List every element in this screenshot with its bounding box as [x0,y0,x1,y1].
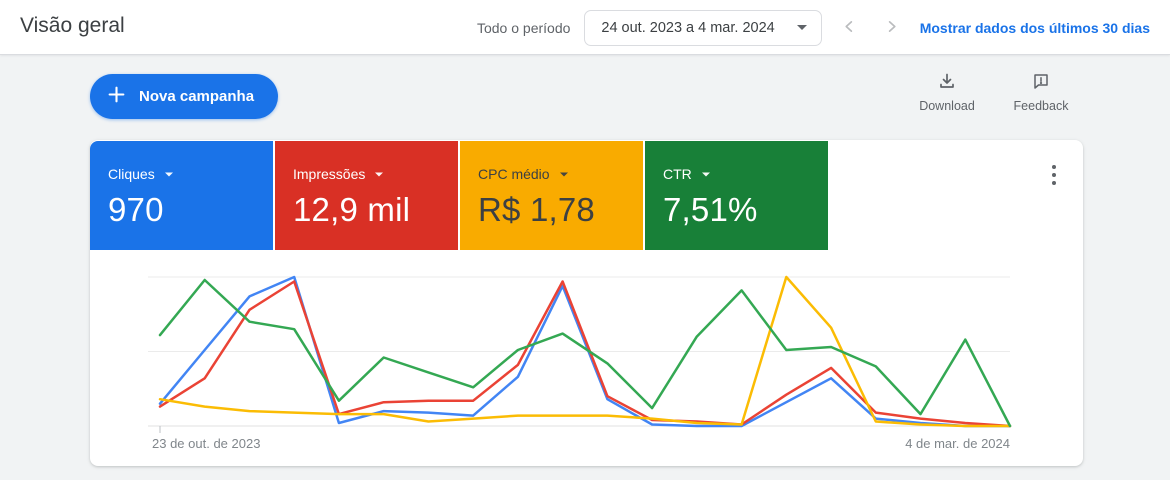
overview-card: Cliques 970 Impressões 12,9 mil CPC médi… [90,140,1083,466]
x-axis-start-label: 23 de out. de 2023 [152,436,261,451]
feedback-label: Feedback [1013,99,1069,113]
next-period-button[interactable] [878,14,906,42]
scorecard-label: Cliques [108,166,155,182]
download-icon [938,72,956,93]
performance-chart: 23 de out. de 2023 4 de mar. de 2024 [90,254,1083,466]
series-line-impress-es [158,280,1012,428]
previous-period-button[interactable] [836,14,864,42]
overflow-menu-button[interactable] [1040,158,1068,192]
period-label: Todo o período [476,19,571,36]
metric-caret-icon[interactable] [375,172,384,176]
download-button[interactable]: Download [915,72,979,113]
scorecard-cpc-medio[interactable]: CPC médio R$ 1,78 [460,141,643,250]
period-controls: Todo o período 24 out. 2023 a 4 mar. 202… [477,0,1150,55]
scorecard-value: 12,9 mil [293,191,411,228]
metric-caret-icon[interactable] [559,172,568,176]
metric-caret-icon[interactable] [701,172,710,176]
new-campaign-label: Nova campanha [139,88,255,105]
chevron-right-icon [885,20,898,36]
page-title: Visão geral [20,14,125,37]
feedback-icon [1032,72,1050,93]
metric-caret-icon[interactable] [164,172,173,176]
x-axis-end-label: 4 de mar. de 2024 [905,436,1010,451]
new-campaign-button[interactable]: Nova campanha [90,74,279,119]
series-line-ctr [158,278,1012,428]
scorecard-row: Cliques 970 Impressões 12,9 mil CPC médi… [90,141,828,250]
scorecard-label: Impressões [293,166,366,182]
date-range-selector[interactable]: 24 out. 2023 a 4 mar. 2024 [584,9,822,46]
chevron-left-icon [843,20,856,36]
series-line-cpc-m-dio [158,275,1012,428]
scorecard-label: CTR [663,166,692,182]
scorecard-impressoes[interactable]: Impressões 12,9 mil [275,141,458,250]
chart-canvas [148,275,1012,433]
scorecard-cliques[interactable]: Cliques 970 [90,141,273,250]
kebab-icon [1052,165,1056,169]
show-last-30-days-link[interactable]: Mostrar dados dos últimos 30 dias [919,19,1150,36]
feedback-button[interactable]: Feedback [1006,72,1076,113]
scorecard-value: 7,51% [663,191,758,228]
scorecard-value: R$ 1,78 [478,191,595,228]
download-label: Download [919,99,975,113]
scorecard-value: 970 [108,191,164,228]
scorecard-label: CPC médio [478,166,550,182]
scorecard-ctr[interactable]: CTR 7,51% [645,141,828,250]
top-bar: Visão geral Todo o período 24 out. 2023 … [0,0,1170,55]
plus-icon [107,85,126,108]
dropdown-caret-icon [796,25,807,30]
date-range-value: 24 out. 2023 a 4 mar. 2024 [601,19,775,36]
